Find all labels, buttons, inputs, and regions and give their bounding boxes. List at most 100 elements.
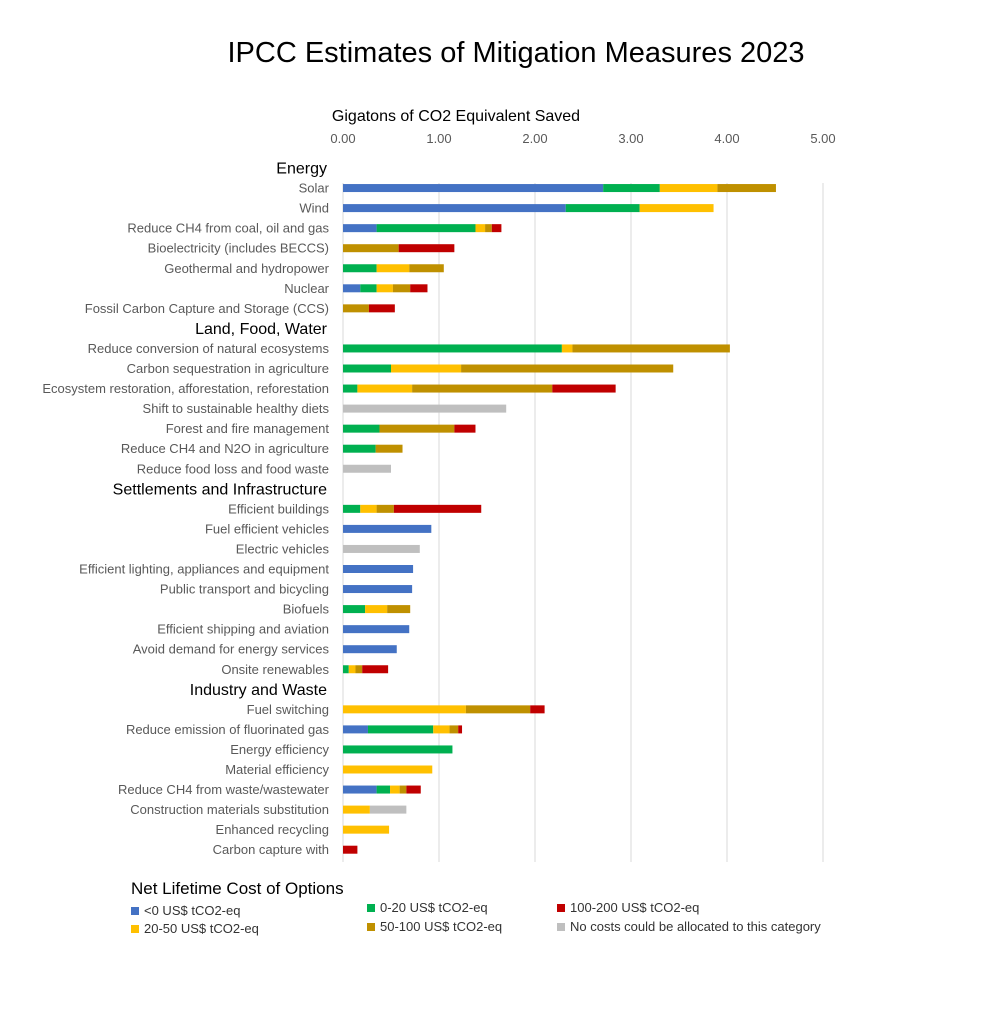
bar-segment-c0 xyxy=(343,204,566,213)
bar-segment-c4 xyxy=(368,304,395,313)
category-label: Biofuels xyxy=(283,602,330,617)
bar-segment-c3 xyxy=(387,605,411,614)
category-label: Nuclear xyxy=(284,281,329,296)
bar-segment-c1 xyxy=(376,224,476,233)
bar-segment-c2 xyxy=(357,384,413,393)
bar-segment-c3 xyxy=(485,224,492,233)
bar-segment-c3 xyxy=(399,785,407,794)
legend-swatch-c2 xyxy=(131,925,139,933)
category-label: Efficient shipping and aviation xyxy=(157,622,329,637)
category-label: Solar xyxy=(299,181,330,196)
group-heading: Energy xyxy=(276,161,327,178)
bar-segment-c2 xyxy=(343,825,390,834)
bar-segment-c1 xyxy=(343,364,391,373)
x-tick-label: 0.00 xyxy=(330,131,355,146)
bar-segment-c3 xyxy=(572,344,730,353)
bar-segment-c1 xyxy=(343,665,349,674)
bar-segment-c3 xyxy=(376,504,394,513)
legend-title: Net Lifetime Cost of Options xyxy=(131,879,344,898)
bar-segment-c1 xyxy=(565,204,640,213)
bar-segment-c2 xyxy=(360,504,377,513)
category-label: Carbon sequestration in agriculture xyxy=(127,361,329,376)
category-label: Reduce emission of fluorinated gas xyxy=(126,722,330,737)
bar-segment-c4 xyxy=(530,705,545,714)
bar-segment-c0 xyxy=(343,785,377,794)
group-heading: Settlements and Infrastructure xyxy=(113,481,327,498)
bar-segment-c4 xyxy=(393,504,482,513)
bar-segment-c4 xyxy=(362,665,389,674)
legend-swatch-c3 xyxy=(367,923,375,931)
category-label: Forest and fire management xyxy=(166,421,330,436)
category-label: Material efficiency xyxy=(225,762,329,777)
bar-segment-c2 xyxy=(376,284,393,293)
bar-segment-c2 xyxy=(390,785,400,794)
bar-segment-c3 xyxy=(461,364,674,373)
bar-segment-c5 xyxy=(343,544,420,553)
category-label: Carbon capture with xyxy=(213,842,329,857)
bar-segment-c3 xyxy=(465,705,531,714)
bar-segment-c4 xyxy=(398,244,455,253)
category-label: Fuel switching xyxy=(247,702,329,717)
bar-segment-c3 xyxy=(392,284,411,293)
bar-segment-c2 xyxy=(391,364,462,373)
category-label: Ecosystem restoration, afforestation, re… xyxy=(42,381,329,396)
category-label: Fuel efficient vehicles xyxy=(205,521,330,536)
x-tick-label: 2.00 xyxy=(522,131,547,146)
category-label: Efficient lighting, appliances and equip… xyxy=(79,562,329,577)
category-label: Reduce CH4 from waste/wastewater xyxy=(118,782,330,797)
bar-segment-c2 xyxy=(433,725,450,734)
category-label: Energy efficiency xyxy=(230,742,329,757)
bar-segment-c3 xyxy=(375,444,403,453)
legend: <0 US$ tCO2-eq 20-50 US$ tCO2-eq 0-20 US$ … xyxy=(131,900,821,936)
category-label: Avoid demand for energy services xyxy=(133,642,330,657)
legend-swatch-c4 xyxy=(557,904,565,912)
bar-segment-c3 xyxy=(343,304,369,313)
category-label: Wind xyxy=(299,201,329,216)
bar-segment-c4 xyxy=(454,424,476,433)
bar-segment-c1 xyxy=(343,444,376,453)
bar-segment-c1 xyxy=(343,605,366,614)
legend-label-c0: <0 US$ tCO2-eq xyxy=(144,903,240,918)
bar-segment-c2 xyxy=(343,705,466,714)
legend-label-c5: No costs could be allocated to this cate… xyxy=(570,919,821,934)
category-labels: Energy Solar Wind Reduce CH4 from coal, oil… xyxy=(42,161,329,858)
bar-segment-c4 xyxy=(343,845,358,854)
bar-segment-c0 xyxy=(343,224,377,233)
category-label: Shift to sustainable healthy diets xyxy=(143,401,330,416)
x-tick-label: 5.00 xyxy=(810,131,835,146)
bar-segment-c0 xyxy=(343,585,413,594)
group-heading: Land, Food, Water xyxy=(195,321,328,338)
bar-segment-c2 xyxy=(659,184,718,193)
bar-segment-c2 xyxy=(343,805,370,814)
bar-segment-c2 xyxy=(343,765,433,774)
bar-segment-c1 xyxy=(343,264,377,273)
bar-segment-c2 xyxy=(365,605,388,614)
bar-segment-c1 xyxy=(343,344,562,353)
legend-swatch-c5 xyxy=(557,923,565,931)
legend-label-c2: 20-50 US$ tCO2-eq xyxy=(144,921,259,936)
bar-segment-c3 xyxy=(379,424,455,433)
legend-label-c4: 100-200 US$ tCO2-eq xyxy=(570,900,699,915)
bar-segment-c5 xyxy=(343,464,391,473)
bar-segment-c4 xyxy=(406,785,421,794)
bar-segment-c0 xyxy=(343,184,604,193)
group-heading: Industry and Waste xyxy=(190,682,327,699)
x-tick-label: 3.00 xyxy=(618,131,643,146)
category-label: Reduce CH4 and N2O in agriculture xyxy=(121,441,329,456)
x-axis-title: Gigatons of CO2 Equivalent Saved xyxy=(332,108,580,125)
category-label: Efficient buildings xyxy=(228,501,329,516)
legend-swatch-c1 xyxy=(367,904,375,912)
bar-segment-c3 xyxy=(355,665,363,674)
bar-segment-c2 xyxy=(639,204,714,213)
bar-segment-c4 xyxy=(552,384,616,393)
bar-segment-c0 xyxy=(343,565,414,573)
x-tick-label: 4.00 xyxy=(714,131,739,146)
bar-segment-c1 xyxy=(360,284,377,293)
bar-segment-c3 xyxy=(449,725,459,734)
bar-segment-c3 xyxy=(717,184,776,193)
bar-segment-c2 xyxy=(376,264,410,273)
bar-segment-c0 xyxy=(343,524,432,533)
category-label: Enhanced recycling xyxy=(216,822,329,837)
